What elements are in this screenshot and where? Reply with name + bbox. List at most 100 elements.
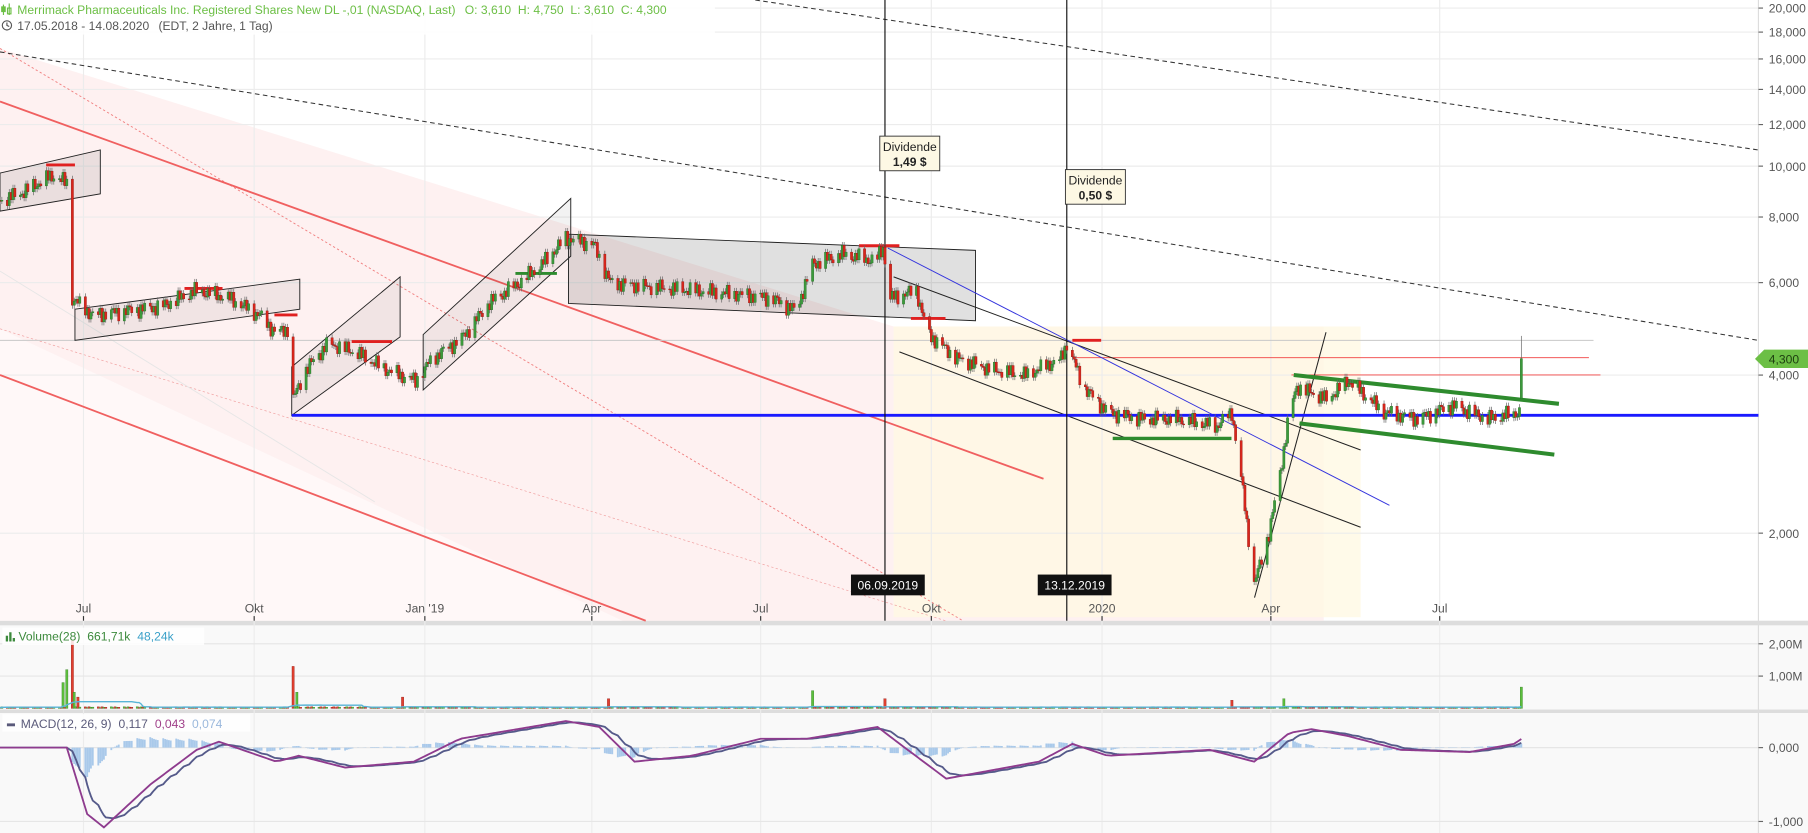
candle-up [1052, 360, 1056, 365]
macd-histogram-bar [544, 745, 547, 748]
candle-down [384, 363, 388, 376]
candle-down [1143, 413, 1147, 420]
macd-histogram-bar [104, 747, 107, 756]
macd-histogram-bar [112, 747, 115, 749]
svg-text:4,300: 4,300 [1769, 352, 1800, 366]
macd-histogram-bar [1357, 747, 1359, 751]
dividend-marker-1[interactable]: Dividende 1,49 $ [879, 135, 941, 172]
sideways-channel[interactable] [567, 233, 976, 322]
macd-histogram-bar [1338, 747, 1341, 749]
macd-histogram-bar [143, 739, 146, 748]
candle-down [636, 282, 640, 292]
volume-bars [0, 640, 1523, 709]
candle-down [516, 281, 519, 288]
macd-histogram-bar [605, 747, 608, 754]
macd-histogram-bar [642, 747, 645, 752]
candle-down [390, 369, 393, 374]
macd-histogram-bar [336, 747, 339, 750]
macd-histogram-bar [128, 740, 131, 748]
dashed-trend-line[interactable] [0, 51, 1759, 341]
candle-down [661, 279, 664, 289]
clock-icon [1, 20, 13, 31]
dividend-marker-2[interactable]: Dividende 0,50 $ [1064, 169, 1126, 205]
macd-histogram-bar [1279, 739, 1282, 748]
macd-histogram-bar [1297, 743, 1300, 748]
x-tick-label: Jul [76, 602, 91, 616]
candle-up [1282, 446, 1286, 469]
macd-histogram-bar [1390, 747, 1393, 751]
blue-trend-line[interactable] [887, 247, 1390, 506]
candle-down [1442, 406, 1445, 412]
macd-histogram-bar [232, 747, 235, 749]
candle-down [644, 279, 647, 286]
candle-down [1213, 417, 1217, 433]
macd-histogram-bar [854, 745, 857, 748]
macd-histogram-bar [1179, 747, 1181, 748]
candle-down [1096, 396, 1100, 399]
macd-histogram-bar [752, 745, 755, 748]
macd-histogram-bar [1180, 747, 1183, 748]
macd-histogram-bar [713, 745, 716, 748]
candle-down [232, 292, 236, 308]
candle-down [863, 248, 866, 263]
macd-histogram-bar [1333, 747, 1335, 749]
dividend-amount: 1,49 $ [893, 155, 927, 169]
candle-up [597, 253, 601, 258]
candle-down [50, 170, 54, 182]
volume-bar [295, 692, 299, 709]
macd-histogram-bar [1312, 745, 1315, 748]
volume-tick-label: 1,00M [1769, 670, 1803, 684]
candle-up [1254, 577, 1258, 582]
macd-histogram-bar [136, 738, 139, 748]
macd-histogram-bar [320, 747, 322, 750]
candle-down [215, 286, 219, 301]
candle-down [714, 287, 718, 300]
candle-down [1176, 409, 1180, 423]
candle-up [260, 310, 263, 314]
macd-signal-line [0, 721, 1522, 820]
macd-histogram-bar [396, 746, 398, 748]
red-trend-line[interactable] [0, 374, 647, 622]
volume-bar [883, 698, 887, 709]
candle-down [1065, 345, 1069, 351]
macd-histogram-bar [1349, 747, 1352, 750]
candle-down [662, 288, 666, 290]
dotted-trend-line[interactable] [0, 328, 946, 622]
green-channel-line[interactable] [1299, 421, 1555, 457]
dotted-trend-line[interactable] [0, 48, 964, 622]
macd-histogram-bar [1052, 743, 1055, 748]
macd-histogram-bar [932, 747, 935, 756]
chart-drawings[interactable] [0, 0, 1759, 622]
macd-histogram-bar [435, 742, 437, 748]
candle-up [720, 294, 724, 300]
candle-up [477, 311, 480, 322]
macd-histogram-bar [1162, 746, 1165, 748]
candle-up [1293, 391, 1297, 399]
macd-histogram-bar [440, 743, 443, 748]
macd-histogram-bar [1299, 743, 1302, 748]
candle-down [1084, 384, 1087, 388]
macd-histogram-bar [1479, 746, 1482, 748]
macd-histogram-bar [910, 747, 912, 755]
channel-line[interactable] [893, 276, 1361, 451]
macd-histogram-bar [772, 746, 775, 748]
macd-histogram-bar [945, 747, 948, 756]
svg-text:13.12.2019: 13.12.2019 [1044, 579, 1105, 593]
volume-bar [299, 707, 302, 709]
trend-channel[interactable] [422, 197, 572, 392]
macd-histogram-bar [130, 740, 133, 748]
macd-histogram-bar [674, 746, 677, 748]
macd-histogram-bar [1021, 745, 1024, 748]
macd-histogram-bar [774, 746, 777, 748]
volume-tick-label: 2,00M [1769, 637, 1803, 651]
candle-down [1260, 559, 1263, 565]
candle-down [974, 356, 978, 365]
macd-histogram-bar [386, 746, 389, 748]
gray-trend-line[interactable] [0, 270, 375, 503]
macd-histogram-bar [1435, 747, 1437, 749]
macd-histogram-bar [1269, 741, 1272, 748]
trend-channel[interactable] [74, 278, 301, 341]
volume-bar [1282, 698, 1286, 709]
macd-histogram-bar [598, 747, 601, 750]
